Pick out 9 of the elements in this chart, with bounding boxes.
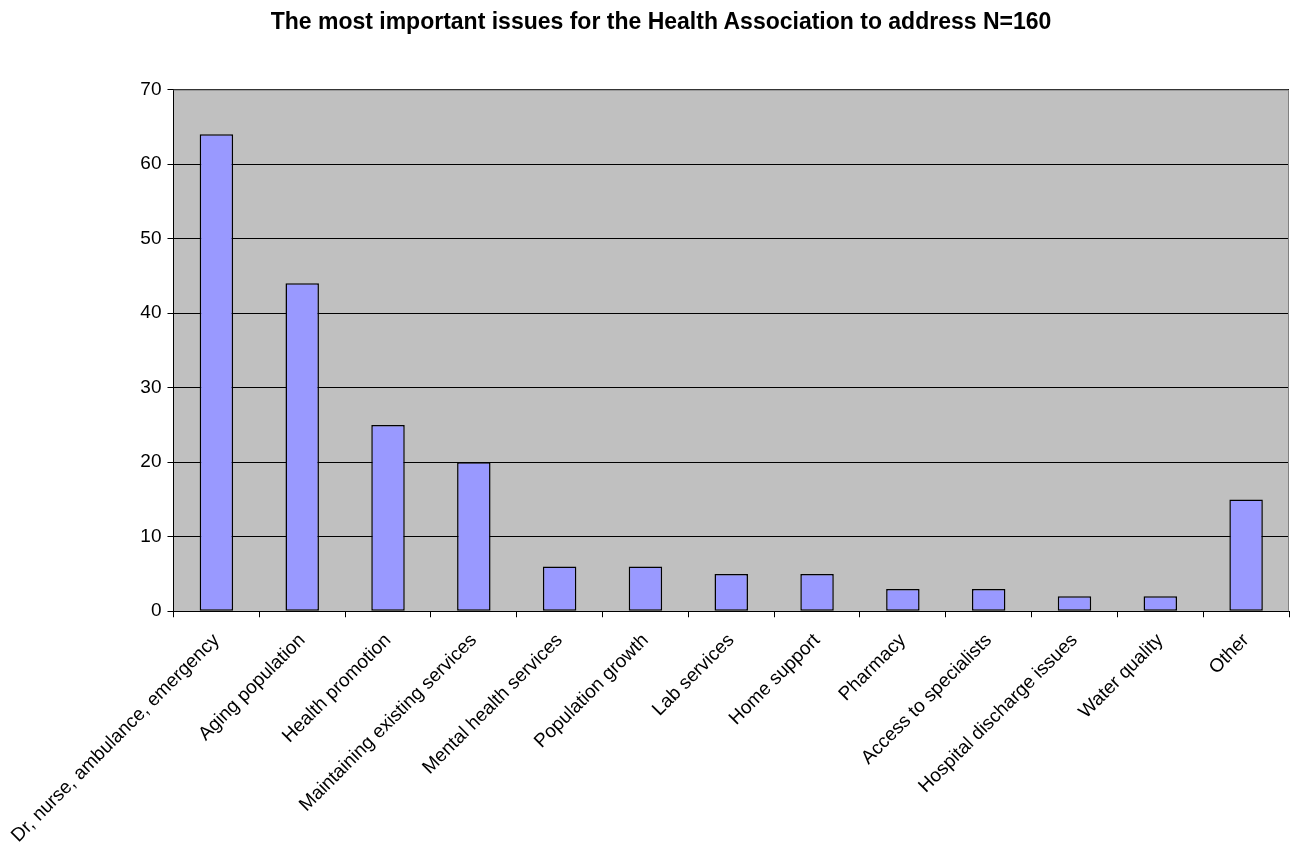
y-tick-label: 20 [140,450,162,472]
y-tick-label: 50 [140,226,162,248]
chart-title: The most important issues for the Health Association to address N=160 [270,8,1052,35]
y-tick-label: 60 [140,152,162,174]
y-tick-label: 0 [150,599,162,621]
y-tick-label: 30 [140,375,162,397]
y-tick-label: 10 [140,524,162,546]
y-tick-label: 40 [140,301,162,323]
y-tick-label: 70 [140,77,162,99]
